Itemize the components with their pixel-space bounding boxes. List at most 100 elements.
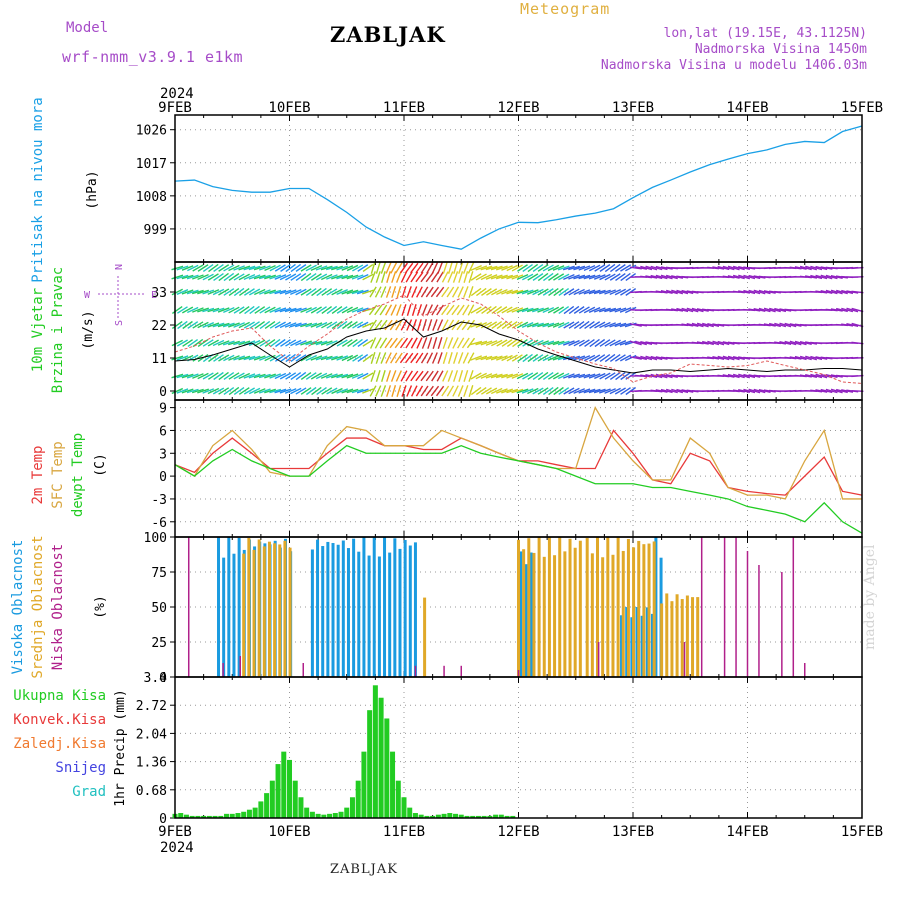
wind-arrow (253, 388, 266, 394)
wind-arrow (558, 321, 570, 329)
wind-arrow (799, 374, 812, 378)
precip-bar (447, 813, 453, 818)
wind-arrow (181, 373, 194, 379)
wind-arrow (374, 337, 382, 349)
wind-arrow (609, 288, 622, 296)
wind-arrow (825, 373, 838, 379)
wind-arrow (516, 321, 529, 329)
wind-arrow (404, 352, 414, 364)
wind-arrow (315, 265, 328, 271)
wind-arrow (254, 306, 266, 314)
wind-arrow (320, 265, 333, 271)
wind-arrow (432, 319, 438, 331)
wind-arrow (463, 271, 469, 283)
cloud-bar (383, 537, 387, 677)
wind-arrow (218, 387, 230, 395)
wind-arrow (810, 355, 823, 361)
wind-arrow (436, 304, 444, 316)
wind-arrow (532, 273, 544, 281)
wind-arrow (490, 355, 503, 361)
wind-arrow (452, 385, 459, 397)
precip-bar (327, 813, 333, 818)
precip-bar (304, 807, 310, 818)
wind-arrow (738, 388, 751, 394)
wind-arrow (243, 265, 256, 271)
wind-arrow (758, 289, 771, 295)
y-tick-label: 999 (144, 223, 167, 238)
wind-arrow (238, 321, 250, 329)
wind-barbs (171, 262, 864, 397)
wind-arrow (573, 373, 586, 379)
wind-arrow (331, 288, 343, 296)
wind-arrow (182, 339, 193, 347)
wind-arrow (289, 322, 302, 328)
wind-arrow (676, 289, 689, 295)
wind-arrow (480, 340, 493, 346)
wind-arrow (532, 354, 544, 362)
wind-arrow (369, 385, 377, 397)
wind-arrow (475, 372, 487, 380)
wind-arrow (542, 354, 554, 362)
wind-arrow (522, 339, 534, 347)
wind-arrow (208, 353, 219, 363)
wind-arrow (320, 373, 333, 379)
precip-bar (252, 807, 258, 818)
wind-arrow (584, 320, 595, 330)
wind-arrow (594, 264, 606, 272)
wind-arrow (501, 373, 514, 379)
wind-arrow (321, 288, 333, 296)
wind-arrow (496, 320, 508, 330)
precip-bar (390, 751, 396, 818)
cloud-bar (590, 553, 594, 677)
cloud-bar (519, 551, 523, 677)
wind-arrow (769, 307, 781, 313)
cloud-bar (352, 538, 356, 677)
precip-bar (338, 811, 344, 818)
wind-arrow (614, 307, 627, 313)
wind-arrow (186, 388, 199, 394)
wind-arrow (369, 337, 377, 349)
wind-arrow (352, 338, 363, 348)
wind-arrow (202, 388, 215, 394)
y-tick-label: 0 (159, 812, 167, 827)
wind-arrow (810, 265, 823, 271)
precip-bar (218, 815, 224, 818)
wind-arrow (441, 304, 450, 316)
wind-arrow (665, 373, 678, 379)
wind-arrow (558, 387, 570, 395)
wind-arrow (171, 387, 184, 395)
cloud-axis-title-mid: Srednja Oblacnost (30, 535, 46, 678)
wind-arrow (390, 352, 398, 364)
wind-arrow (331, 355, 343, 361)
wind-arrow (346, 274, 359, 280)
wind-arrow (774, 341, 787, 345)
wind-arrow (707, 340, 720, 346)
wind-arrow (171, 305, 183, 315)
wind-unit: (m/s) (81, 310, 96, 349)
wind-arrow (238, 273, 250, 281)
wind-arrow (615, 371, 626, 381)
wind-arrow (421, 337, 428, 349)
wind-arrow (420, 271, 429, 283)
wind-arrow (310, 372, 322, 380)
wind-arrow (197, 354, 209, 362)
precip-bar (292, 780, 298, 818)
wind-arrow (213, 263, 224, 273)
y-tick-label: 6 (159, 424, 167, 439)
wind-arrow (619, 354, 632, 362)
wind-arrow (511, 307, 524, 313)
wind-arrow (368, 304, 378, 316)
wind-arrow (470, 264, 482, 272)
wind-arrow (248, 274, 261, 280)
wind-arrow (218, 371, 229, 381)
wind-arrow (341, 373, 354, 379)
wind-arrow (532, 371, 544, 381)
wind-arrow (501, 388, 513, 394)
wind-arrow (192, 264, 204, 272)
cloud-bar (522, 549, 526, 677)
wind-arrow (568, 321, 580, 329)
wind-arrow (526, 307, 539, 313)
wind-arrow (347, 321, 358, 329)
wind-arrow (511, 373, 524, 379)
